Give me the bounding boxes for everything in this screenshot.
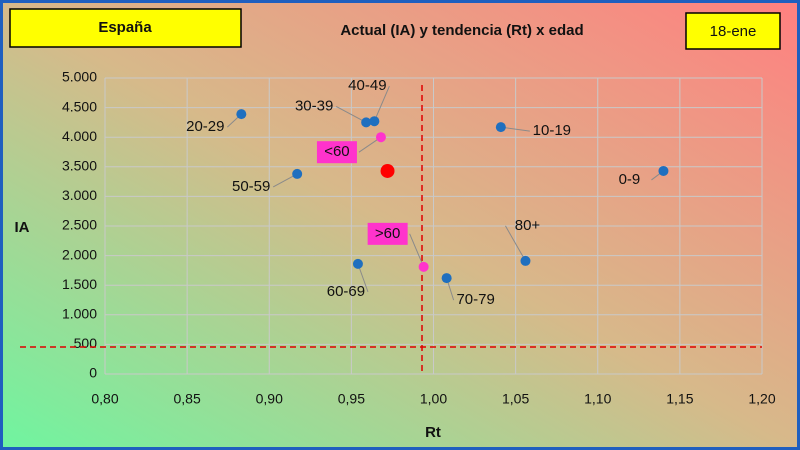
leader-line: [335, 105, 367, 123]
point: [352, 258, 363, 269]
point-label: 60-69: [327, 283, 365, 300]
y-tick-label: 0: [89, 365, 97, 381]
point: [418, 261, 429, 272]
point: [495, 122, 506, 133]
point: [441, 273, 452, 284]
point-label: 40-49: [348, 77, 386, 94]
y-tick-label: 4.000: [62, 128, 97, 144]
label-box: [367, 222, 408, 245]
x-tick-label: 0,90: [256, 391, 283, 407]
point-label: 20-29: [186, 118, 224, 135]
point-label: 50-59: [232, 178, 270, 195]
leader-line: [505, 225, 526, 262]
point-label: 80+: [515, 217, 541, 234]
point-label: <60: [324, 143, 349, 160]
y-tick-label: 5.000: [62, 69, 97, 85]
leader-line: [373, 86, 390, 122]
chart-title: Actual (IA) y tendencia (Rt) x edad: [340, 22, 583, 39]
point-label: 10-19: [533, 122, 571, 139]
point-label: 0-9: [619, 171, 641, 188]
y-tick-label: 500: [74, 335, 98, 351]
x-tick-label: 0,95: [338, 391, 365, 407]
point-label: 30-39: [295, 97, 333, 114]
x-tick-label: 0,80: [91, 391, 118, 407]
x-axis-label: Rt: [425, 424, 441, 441]
point: [369, 116, 380, 127]
y-tick-label: 4.500: [62, 98, 97, 114]
x-tick-label: 1,05: [502, 391, 529, 407]
point: [520, 255, 531, 266]
point: [658, 165, 669, 176]
y-axis-label: IA: [15, 219, 30, 236]
point: [375, 132, 386, 143]
point-label: >60: [375, 225, 400, 242]
y-tick-label: 3.500: [62, 158, 97, 174]
x-tick-label: 0,85: [174, 391, 201, 407]
point: [380, 163, 395, 178]
point-label: 70-79: [456, 291, 494, 308]
x-tick-label: 1,10: [584, 391, 611, 407]
region-box: [9, 8, 242, 48]
y-tick-label: 1.500: [62, 276, 97, 292]
region: España: [98, 19, 152, 36]
y-tick-label: 1.000: [62, 306, 97, 322]
date-box: [685, 12, 781, 50]
y-tick-label: 2.500: [62, 217, 97, 233]
label-box: [316, 141, 357, 164]
x-tick-label: 1,15: [666, 391, 693, 407]
point: [236, 109, 247, 120]
x-tick-label: 1,00: [420, 391, 447, 407]
point: [361, 117, 372, 128]
x-tick-label: 1,20: [748, 391, 775, 407]
leader-line: [409, 233, 425, 268]
point: [292, 168, 303, 179]
y-tick-label: 2.000: [62, 246, 97, 262]
date: 18-ene: [710, 23, 757, 40]
y-tick-label: 3.000: [62, 187, 97, 203]
